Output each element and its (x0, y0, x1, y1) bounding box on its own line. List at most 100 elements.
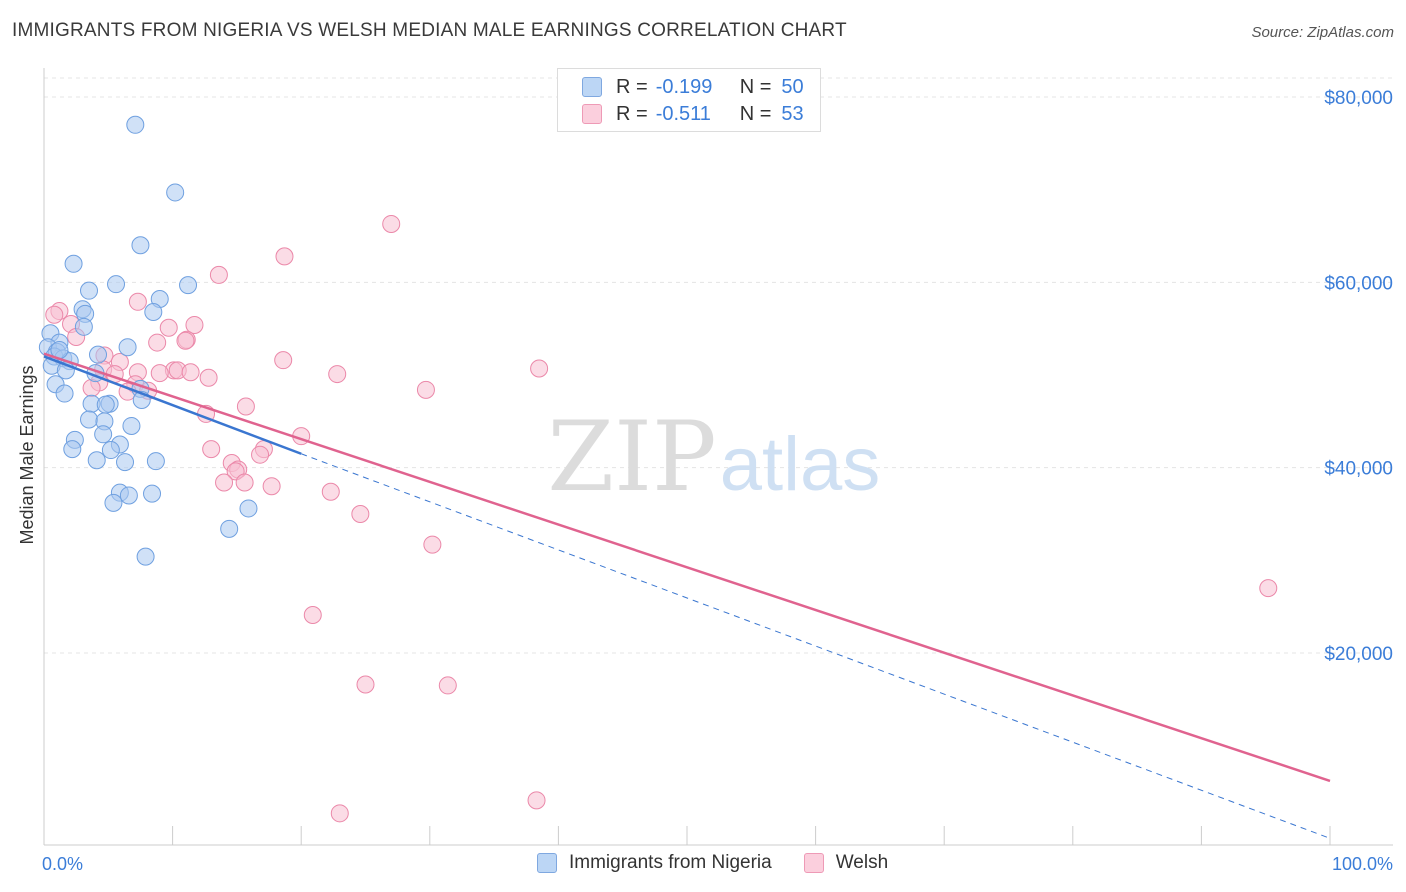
welsh-point (328, 365, 347, 384)
welsh-trend-line (43, 352, 1331, 783)
welsh-point (45, 305, 64, 324)
welsh-point (530, 359, 549, 378)
nigeria-point (239, 499, 258, 518)
welsh-point (416, 380, 435, 399)
nigeria-point (116, 453, 135, 472)
nigeria-point (87, 451, 106, 470)
welsh-point (199, 368, 218, 387)
welsh-point (236, 397, 255, 416)
nigeria-point (166, 183, 185, 202)
nigeria-point (122, 416, 141, 435)
nigeria-point (55, 384, 74, 403)
welsh-point (185, 315, 204, 334)
nigeria-point (94, 425, 113, 444)
legend-r-value: -0.511 (655, 102, 711, 125)
welsh-point (181, 363, 200, 382)
nigeria-point (143, 484, 162, 503)
welsh-point (303, 606, 322, 625)
x-tick-label: 0.0% (42, 854, 83, 874)
watermark-zip: ZIP (547, 401, 716, 513)
nigeria-point (126, 115, 145, 134)
nigeria-point (101, 441, 120, 460)
welsh-point (423, 535, 442, 554)
nigeria-point (80, 281, 99, 300)
gridlines (44, 77, 1393, 654)
welsh-point (262, 477, 281, 496)
legend-swatch-welsh (803, 853, 824, 873)
welsh-point (251, 445, 270, 464)
welsh-point (382, 214, 401, 233)
y-tick-label: $20,000 (1324, 644, 1393, 665)
nigeria-point (220, 519, 239, 538)
y-tick-label: $80,000 (1324, 88, 1393, 109)
legend-n-value: 53 (781, 102, 804, 125)
y-axis-label: Median Male Earnings (17, 365, 37, 544)
legend-label-nigeria: Immigrants from Nigeria (569, 852, 772, 873)
nigeria-point (144, 302, 163, 321)
watermark-atlas: atlas (720, 422, 881, 507)
y-tick-label: $60,000 (1324, 273, 1393, 294)
source-credit: Source: ZipAtlas.com (1251, 24, 1394, 41)
nigeria-point (104, 493, 123, 512)
welsh-point (215, 473, 234, 492)
welsh-point (128, 292, 147, 311)
nigeria-point (179, 276, 198, 295)
trend-lines (43, 352, 1331, 839)
legend-row-nigeria: R = -0.199 N = 50 (582, 75, 804, 99)
legend-swatch-welsh (582, 104, 602, 124)
welsh-point (159, 318, 178, 337)
x-tick-label: 100.0% (1332, 854, 1393, 874)
series-legend: Immigrants from Nigeria Welsh (537, 852, 920, 874)
nigeria-point (74, 317, 93, 336)
legend-item-welsh: Welsh (803, 852, 889, 874)
legend-r-value: -0.199 (655, 75, 713, 98)
stats-legend: R = -0.199 N = 50 R = -0.511 N = 53 (557, 68, 821, 132)
nigeria-point (80, 410, 99, 429)
legend-n-value: 50 (781, 75, 804, 98)
nigeria-point (119, 486, 138, 505)
nigeria-point (89, 345, 108, 364)
nigeria-point (146, 452, 165, 471)
nigeria-trend-line (43, 355, 302, 455)
welsh-point (351, 505, 370, 523)
legend-r-label: R = (616, 102, 648, 125)
watermark: ZIP atlas (547, 401, 880, 513)
axis-labels: $20,000 $40,000 $60,000 $80,000 0.0% 100.0% Me… (17, 88, 1393, 874)
welsh-point (150, 364, 169, 383)
welsh-point (356, 675, 375, 694)
welsh-point (321, 482, 340, 501)
nigeria-trend-extension (301, 453, 1331, 839)
legend-n-label: N = (739, 102, 772, 125)
welsh-point (330, 804, 349, 823)
nigeria-point (107, 275, 126, 294)
legend-swatch-nigeria (537, 853, 557, 873)
legend-r-label: R = (616, 75, 648, 98)
welsh-point (148, 333, 167, 352)
legend-item-nigeria: Immigrants from Nigeria (537, 852, 772, 874)
legend-row-welsh: R = -0.511 N = 53 (582, 102, 804, 126)
welsh-point (209, 265, 228, 284)
welsh-points (45, 214, 1278, 823)
welsh-point (235, 473, 254, 492)
legend-label-welsh: Welsh (835, 852, 889, 873)
welsh-point (438, 676, 457, 695)
legend-n-label: N = (739, 75, 772, 98)
nigeria-point (136, 547, 155, 566)
welsh-point (274, 351, 293, 370)
welsh-point (1259, 579, 1278, 598)
nigeria-point (96, 395, 115, 414)
welsh-point (82, 378, 101, 397)
nigeria-point (131, 236, 150, 255)
welsh-point (202, 440, 221, 459)
legend-swatch-nigeria (582, 77, 602, 97)
nigeria-point (64, 254, 83, 273)
welsh-point (527, 791, 546, 810)
nigeria-point (118, 338, 137, 357)
nigeria-point (63, 440, 82, 459)
y-tick-label: $40,000 (1324, 459, 1393, 480)
axes (43, 68, 1393, 846)
welsh-point (275, 247, 294, 266)
welsh-point (176, 331, 195, 350)
chart-title: IMMIGRANTS FROM NIGERIA VS WELSH MEDIAN … (12, 20, 847, 41)
